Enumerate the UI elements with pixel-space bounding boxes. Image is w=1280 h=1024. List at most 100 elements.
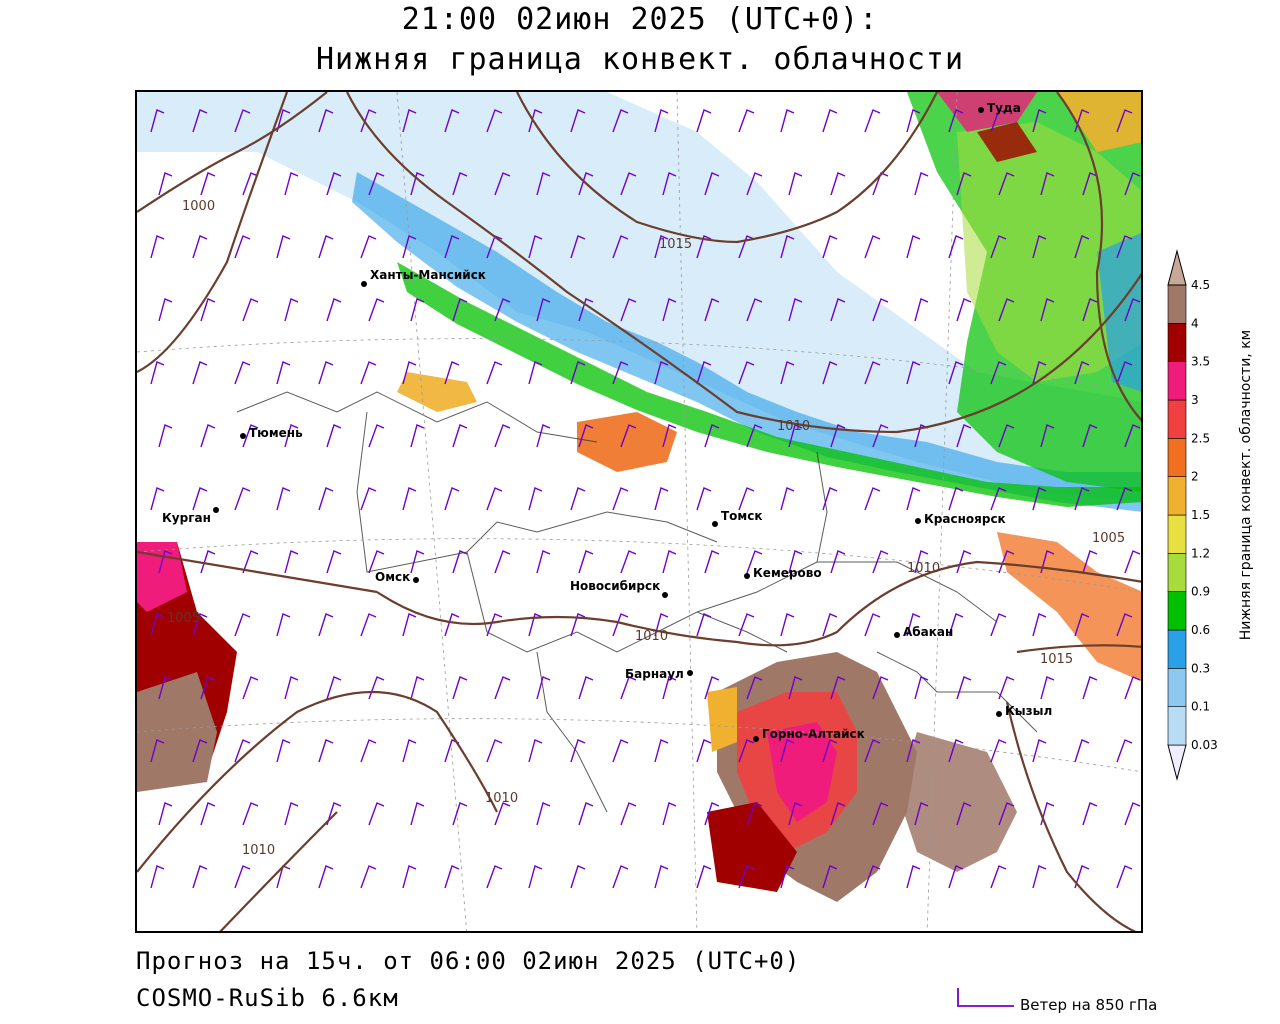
isobars: [137, 92, 1141, 931]
wind-barb: [444, 235, 460, 259]
wind-barb: [444, 109, 460, 133]
wind-barb: [318, 109, 334, 133]
wind-barb: [494, 424, 511, 448]
colorbar-swatch: [1167, 629, 1187, 669]
isobar-label: 1010: [635, 629, 668, 644]
wind-barb: [234, 865, 251, 889]
wind-barb: [1074, 487, 1090, 511]
wind-barb: [276, 235, 291, 259]
wind-barb: [360, 865, 377, 889]
wind-barb: [1116, 487, 1133, 511]
map-panel[interactable]: 1000 1015 1010 1005 1010 1010 1015 1010 …: [135, 90, 1143, 933]
wind-barb: [150, 361, 165, 385]
wind-barb: [318, 739, 334, 763]
wind-barb: [948, 613, 964, 637]
wind-barb: [746, 172, 763, 196]
wind-barb: [570, 739, 586, 763]
wind-barb: [242, 802, 259, 826]
svg-text:Красноярск: Красноярск: [924, 512, 1006, 526]
colorbar-tick-label: 1.2: [1191, 546, 1210, 560]
wind-barb: [1124, 424, 1141, 448]
wind-barb: [654, 109, 669, 133]
wind-barb: [864, 865, 881, 889]
wind-barb: [620, 676, 637, 700]
wind-barb: [368, 424, 385, 448]
wind-barb: [696, 865, 712, 889]
svg-text:Горно-Алтайск: Горно-Алтайск: [762, 727, 865, 741]
wind-barb: [368, 172, 385, 196]
wind-barb: [704, 424, 720, 448]
svg-text:Курган: Курган: [162, 511, 211, 525]
isobar-label: 1015: [659, 237, 692, 252]
wind-barb: [830, 802, 846, 826]
wind-barb: [1124, 676, 1141, 700]
wind-barb: [998, 802, 1015, 826]
wind-barb: [578, 676, 594, 700]
wind-barb: [192, 235, 208, 259]
wind-barb: [486, 865, 503, 889]
wind-barb: [864, 613, 881, 637]
wind-barb: [738, 361, 755, 385]
wind-barb: [998, 298, 1015, 322]
colorbar-tick-label: 0.3: [1191, 661, 1210, 675]
wind-barb: [192, 487, 208, 511]
wind-barb: [872, 298, 889, 322]
wind-barb: [872, 424, 889, 448]
wind-barb: [1032, 361, 1047, 385]
city-gorno-altaysk: Горно-Алтайск: [753, 727, 865, 742]
wind-barb: [368, 676, 385, 700]
colorbar-tick-label: 4: [1191, 316, 1199, 330]
wind-barb: [612, 739, 629, 763]
wind-barb: [1124, 802, 1141, 826]
wind-barb: [284, 424, 299, 448]
wind-barb: [368, 298, 385, 322]
wind-barb: [704, 802, 720, 826]
wind-barb: [150, 613, 165, 637]
wind-barb: [276, 865, 291, 889]
wind-barb: [612, 613, 629, 637]
wind-barb: [704, 676, 720, 700]
isobar-label: 1010: [485, 791, 518, 806]
wind-barb: [780, 613, 795, 637]
wind-barb: [620, 424, 637, 448]
wind-barb: [318, 613, 334, 637]
wind-barb: [360, 487, 377, 511]
wind-barb: [242, 298, 259, 322]
wind-barb: [402, 739, 417, 763]
wind-barb: [486, 739, 503, 763]
wind-barb: [192, 865, 208, 889]
colorbar-swatch: [1167, 399, 1187, 439]
wind-barb: [662, 802, 677, 826]
wind-barb: [360, 361, 377, 385]
wind-barb: [360, 109, 377, 133]
isobar-label: 1005: [167, 611, 200, 626]
wind-barb: [578, 424, 594, 448]
wind-barb: [654, 361, 669, 385]
wind-barb: [494, 550, 511, 574]
colorbar-swatch: [1167, 438, 1187, 477]
wind-barb: [494, 802, 511, 826]
wind-barb: [158, 676, 173, 700]
wind-barb: [906, 487, 921, 511]
wind-barb: [536, 676, 551, 700]
wind-barb: [990, 613, 1007, 637]
wind-barb: [830, 676, 846, 700]
wind-barb: [1032, 487, 1047, 511]
wind-barb: [662, 298, 677, 322]
city-omsk: Омск: [375, 570, 419, 584]
wind-barb: [780, 109, 795, 133]
wind-barb: [948, 739, 964, 763]
wind-barb: [704, 172, 720, 196]
wind-barb: [402, 361, 417, 385]
wind-barb: [948, 361, 964, 385]
wind-barb: [150, 109, 165, 133]
wind-barb: [150, 487, 165, 511]
svg-text:Кемерово: Кемерово: [753, 566, 822, 580]
wind-barb: [536, 424, 551, 448]
wind-barb: [494, 676, 511, 700]
wind-barb: [360, 613, 377, 637]
wind-barb: [822, 235, 838, 259]
colorbar-tick-label: 0.03: [1191, 738, 1218, 752]
wind-barb: [872, 676, 889, 700]
isobar-label: 1000: [182, 199, 215, 214]
